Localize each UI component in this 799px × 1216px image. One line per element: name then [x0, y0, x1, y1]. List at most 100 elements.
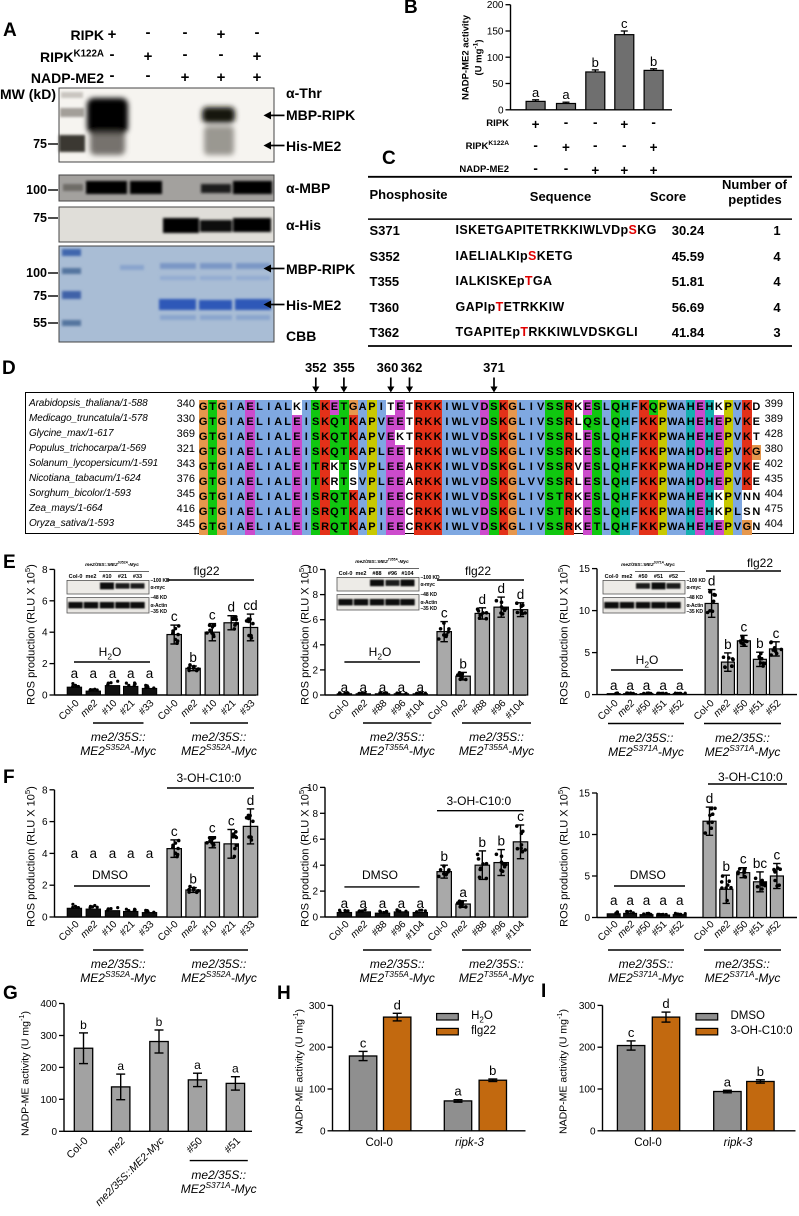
svg-text:b: b [440, 849, 448, 864]
svg-text:a: a [417, 680, 425, 695]
svg-text:a: a [379, 896, 387, 911]
svg-text:d: d [479, 592, 487, 607]
svg-text:2: 2 [312, 665, 318, 676]
svg-text:a: a [146, 846, 154, 861]
svg-text:0: 0 [320, 1126, 326, 1137]
svg-text:b: b [756, 636, 764, 651]
svg-text:2: 2 [312, 887, 318, 898]
svg-text:300: 300 [40, 1031, 57, 1042]
svg-text:5: 5 [584, 872, 590, 883]
svg-text:b: b [724, 637, 732, 652]
svg-text:a: a [127, 666, 135, 681]
svg-text:0: 0 [51, 1127, 57, 1138]
svg-text:6: 6 [312, 835, 318, 846]
svg-text:d: d [247, 793, 255, 808]
svg-text:200: 200 [579, 1043, 596, 1054]
svg-text:a: a [360, 680, 368, 695]
svg-text:4: 4 [312, 640, 318, 651]
svg-text:b: b [497, 834, 505, 849]
svg-text:a: a [610, 893, 618, 908]
svg-text:50: 50 [492, 79, 504, 90]
svg-text:a: a [626, 893, 634, 908]
svg-text:a: a [643, 893, 651, 908]
svg-text:a: a [676, 678, 684, 693]
svg-text:c: c [774, 848, 781, 863]
svg-text:a: a [532, 85, 540, 100]
svg-text:100: 100 [487, 53, 504, 64]
svg-text:8: 8 [312, 809, 318, 820]
svg-text:c: c [517, 809, 524, 824]
svg-text:4: 4 [42, 628, 48, 639]
svg-text:10: 10 [579, 606, 591, 617]
svg-text:c: c [171, 824, 178, 839]
svg-text:10: 10 [307, 565, 319, 576]
svg-text:8: 8 [42, 565, 48, 576]
svg-text:c: c [773, 626, 780, 641]
svg-text:a: a [127, 846, 135, 861]
svg-text:a: a [562, 87, 570, 102]
svg-text:c: c [741, 619, 748, 634]
svg-text:0: 0 [312, 913, 318, 924]
svg-text:200: 200 [309, 1043, 326, 1054]
svg-text:2: 2 [42, 881, 48, 892]
svg-text:bc: bc [753, 856, 768, 871]
svg-text:a: a [341, 896, 349, 911]
svg-text:2: 2 [42, 659, 48, 670]
svg-text:d: d [662, 996, 669, 1011]
svg-text:10: 10 [579, 830, 591, 841]
svg-text:15: 15 [579, 564, 591, 575]
svg-text:a: a [398, 896, 406, 911]
svg-text:a: a [676, 893, 684, 908]
svg-text:a: a [659, 678, 667, 693]
svg-text:a: a [659, 893, 667, 908]
svg-text:a: a [146, 666, 154, 681]
svg-text:c: c [628, 1025, 635, 1040]
svg-text:8: 8 [312, 590, 318, 601]
svg-text:300: 300 [309, 1001, 326, 1012]
svg-text:0: 0 [42, 691, 48, 702]
svg-text:a: a [398, 680, 406, 695]
svg-text:300: 300 [579, 1001, 596, 1012]
svg-text:6: 6 [42, 817, 48, 828]
svg-text:b: b [723, 859, 731, 874]
svg-text:a: a [232, 1062, 239, 1076]
svg-text:a: a [379, 680, 387, 695]
svg-text:c: c [228, 814, 235, 829]
svg-text:100: 100 [579, 1085, 596, 1096]
svg-text:b: b [156, 1015, 163, 1029]
svg-text:a: a [360, 896, 368, 911]
svg-text:b: b [479, 835, 487, 850]
svg-text:c: c [171, 609, 178, 624]
svg-text:b: b [757, 1064, 764, 1079]
svg-text:0: 0 [42, 913, 48, 924]
svg-text:a: a [417, 896, 425, 911]
svg-text:a: a [459, 885, 467, 900]
svg-text:100: 100 [309, 1085, 326, 1096]
svg-text:a: a [643, 678, 651, 693]
svg-text:c: c [360, 1035, 367, 1050]
svg-text:a: a [90, 846, 98, 861]
svg-text:15: 15 [579, 789, 591, 800]
svg-text:d: d [497, 581, 505, 596]
svg-text:5: 5 [584, 648, 590, 659]
svg-text:c: c [441, 606, 448, 621]
svg-text:0: 0 [584, 690, 590, 701]
svg-text:a: a [90, 666, 98, 681]
svg-text:b: b [189, 872, 197, 887]
svg-text:a: a [454, 1084, 462, 1099]
svg-text:150: 150 [487, 27, 504, 38]
svg-text:b: b [189, 650, 197, 665]
svg-text:a: a [71, 846, 79, 861]
svg-text:d: d [227, 600, 235, 615]
svg-text:c: c [621, 16, 628, 31]
svg-text:4: 4 [42, 849, 48, 860]
svg-text:200: 200 [487, 0, 504, 11]
svg-text:a: a [626, 678, 634, 693]
svg-text:c: c [209, 608, 216, 623]
svg-text:a: a [724, 1074, 732, 1089]
svg-text:6: 6 [312, 615, 318, 626]
svg-text:b: b [489, 1063, 496, 1078]
svg-text:a: a [109, 846, 117, 861]
svg-text:a: a [610, 678, 618, 693]
svg-text:a: a [109, 666, 117, 681]
